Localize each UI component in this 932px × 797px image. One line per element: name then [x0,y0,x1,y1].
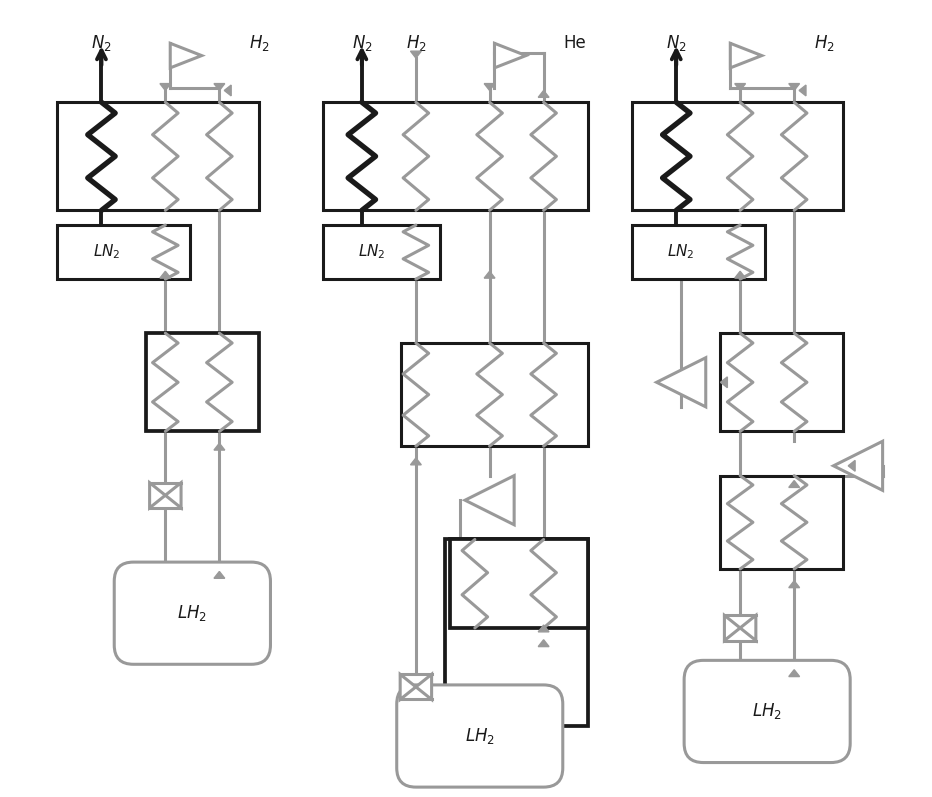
Polygon shape [731,43,761,68]
FancyBboxPatch shape [115,562,270,664]
Text: $N_2$: $N_2$ [351,33,372,53]
Polygon shape [160,271,171,278]
Bar [57,225,190,279]
Polygon shape [410,51,421,58]
Polygon shape [165,483,181,508]
Polygon shape [657,358,706,406]
Polygon shape [799,85,806,96]
Bar [450,540,588,628]
Bar [445,540,588,726]
Polygon shape [724,615,740,641]
Polygon shape [160,84,171,91]
Polygon shape [788,84,800,91]
FancyBboxPatch shape [397,685,563,787]
Bar [632,225,764,279]
FancyBboxPatch shape [684,661,850,763]
Text: $H_2$: $H_2$ [405,33,426,53]
Polygon shape [485,84,495,91]
Text: He: He [563,34,586,53]
Text: $LH_2$: $LH_2$ [177,603,207,623]
Polygon shape [495,43,526,68]
Polygon shape [416,674,432,700]
Polygon shape [720,377,727,387]
Polygon shape [833,442,883,490]
Polygon shape [788,481,800,488]
Text: $LN_2$: $LN_2$ [667,243,695,261]
Bar [720,476,843,569]
Bar [720,333,843,431]
Text: $H_2$: $H_2$ [249,33,269,53]
Polygon shape [485,271,495,278]
Polygon shape [214,84,225,91]
Bar [401,343,588,446]
Polygon shape [538,640,549,646]
Text: $LH_2$: $LH_2$ [752,701,782,721]
Polygon shape [150,483,165,508]
Polygon shape [214,443,225,450]
Polygon shape [400,674,416,700]
Polygon shape [538,91,549,97]
Bar [322,225,441,279]
Polygon shape [734,84,746,91]
Bar [57,102,259,210]
Text: $N_2$: $N_2$ [91,33,112,53]
Polygon shape [410,458,421,465]
Polygon shape [788,669,800,677]
Bar [632,102,843,210]
Text: $H_2$: $H_2$ [814,33,834,53]
Text: $LN_2$: $LN_2$ [92,243,120,261]
Text: $LH_2$: $LH_2$ [465,726,495,746]
Polygon shape [848,461,855,471]
Bar [145,333,259,431]
Polygon shape [214,571,225,579]
Polygon shape [538,625,549,632]
Polygon shape [171,43,201,68]
Polygon shape [465,476,514,524]
Polygon shape [740,615,756,641]
Text: $N_2$: $N_2$ [666,33,687,53]
Polygon shape [225,85,231,96]
Polygon shape [788,581,800,587]
Bar [322,102,588,210]
Polygon shape [734,271,746,278]
Text: $LN_2$: $LN_2$ [358,243,386,261]
